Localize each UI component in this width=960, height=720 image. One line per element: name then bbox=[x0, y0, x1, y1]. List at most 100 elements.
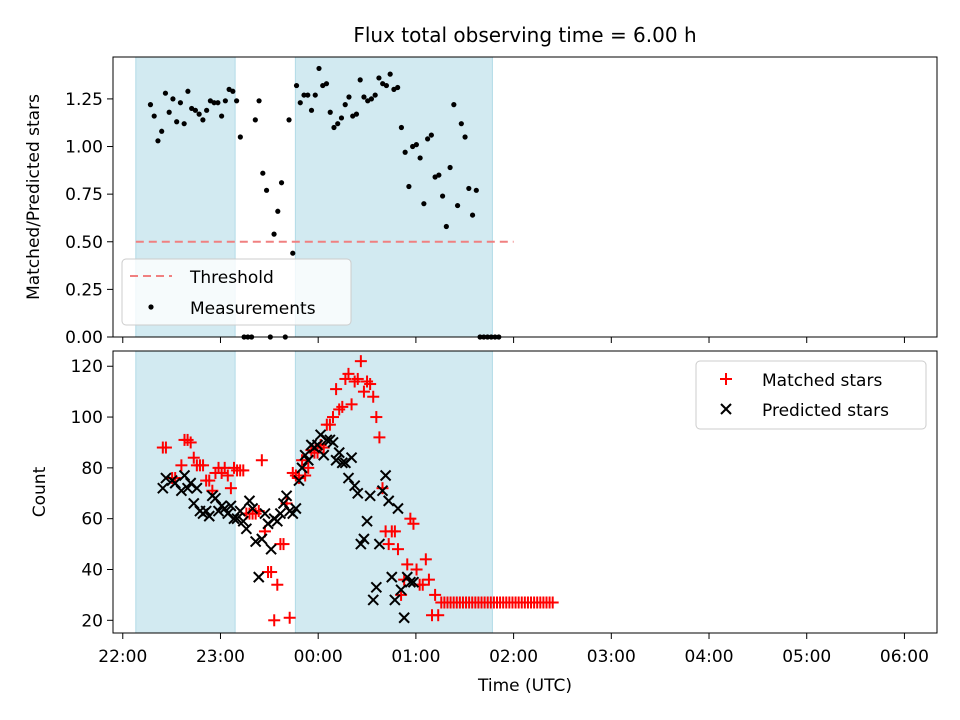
predicted-point bbox=[302, 454, 314, 466]
predicted-point-b bbox=[293, 474, 305, 487]
predicted-point-b bbox=[222, 507, 234, 520]
measurement-point bbox=[458, 121, 464, 127]
predicted-point-b bbox=[392, 502, 404, 515]
predicted-point bbox=[191, 482, 203, 494]
predicted-point-b bbox=[246, 502, 259, 515]
predicted-point bbox=[225, 500, 237, 512]
measurement-point bbox=[162, 90, 169, 96]
measurement-point bbox=[252, 117, 258, 123]
matched-point bbox=[382, 538, 395, 551]
matched-point bbox=[388, 525, 401, 538]
bottom-x-tick-label: 01:00 bbox=[391, 647, 440, 667]
measurement-point bbox=[335, 121, 341, 127]
predicted-point bbox=[352, 487, 364, 499]
predicted-point-b bbox=[299, 449, 311, 461]
predicted-point-b bbox=[200, 505, 212, 517]
predicted-point bbox=[398, 612, 410, 624]
measurement-point bbox=[230, 88, 236, 94]
measurement-point bbox=[417, 155, 423, 161]
predicted-point bbox=[376, 485, 389, 497]
measurement-point bbox=[263, 187, 270, 193]
measurement-point bbox=[368, 96, 375, 102]
measurement-point bbox=[395, 84, 401, 91]
predicted-point bbox=[296, 462, 308, 474]
measurement-point bbox=[200, 117, 206, 123]
measurement-point bbox=[192, 107, 198, 113]
predicted-point-b bbox=[256, 533, 268, 545]
measurement-point bbox=[372, 92, 378, 98]
matched-point bbox=[203, 474, 216, 487]
matched-point bbox=[401, 558, 414, 571]
measurement-point bbox=[234, 98, 240, 104]
predicted-point bbox=[382, 495, 395, 507]
measurement-point bbox=[177, 100, 184, 106]
predicted-point-b bbox=[191, 482, 203, 494]
measurement-point bbox=[454, 202, 461, 209]
measurement-point bbox=[331, 124, 337, 131]
measurement-point bbox=[185, 88, 191, 94]
predicted-point bbox=[407, 576, 420, 588]
predicted-point-b bbox=[253, 571, 265, 583]
matched-point bbox=[345, 398, 358, 411]
predicted-point-b bbox=[318, 449, 330, 461]
matched-point bbox=[296, 454, 309, 467]
predicted-point-b bbox=[355, 538, 367, 550]
bottom-x-tick-label: 23:00 bbox=[196, 647, 245, 667]
measurement-point bbox=[301, 92, 307, 98]
predicted-point-b bbox=[259, 507, 271, 520]
matched-point bbox=[373, 431, 386, 444]
bottom-matched-series bbox=[156, 355, 559, 627]
measurement-point bbox=[155, 138, 161, 144]
matched-point bbox=[277, 538, 290, 551]
bottom-x-tick-label: 03:00 bbox=[587, 647, 636, 667]
predicted-point-b bbox=[209, 492, 222, 505]
legend-matched-label: Matched stars bbox=[762, 371, 882, 391]
predicted-point bbox=[333, 446, 345, 459]
predicted-point bbox=[386, 571, 398, 583]
bottom-y-axis-label: Count bbox=[30, 466, 50, 517]
bottom-x-tick-label: 22:00 bbox=[98, 647, 147, 667]
predicted-point-b bbox=[265, 543, 277, 555]
predicted-point bbox=[373, 538, 386, 550]
matched-point bbox=[265, 566, 278, 579]
measurement-point bbox=[398, 124, 404, 131]
legend-measurements-label: Measurements bbox=[190, 299, 316, 319]
matched-point bbox=[302, 461, 315, 474]
measurement-point bbox=[383, 82, 390, 89]
measurement-point bbox=[421, 201, 427, 207]
predicted-point bbox=[348, 479, 361, 492]
predicted-point bbox=[265, 543, 277, 555]
measurement-point bbox=[469, 212, 476, 218]
top-measurements-series bbox=[147, 65, 502, 340]
predicted-point bbox=[342, 472, 355, 484]
predicted-point-b bbox=[386, 571, 398, 583]
top-y-tick-label: 0.50 bbox=[65, 233, 103, 253]
measurement-point bbox=[147, 102, 154, 108]
predicted-point bbox=[178, 469, 191, 482]
bottom-x-tick-label: 04:00 bbox=[685, 647, 734, 667]
predicted-point-b bbox=[231, 512, 243, 525]
measurement-point bbox=[297, 100, 303, 106]
predicted-point bbox=[231, 512, 243, 525]
predicted-point bbox=[181, 482, 194, 494]
matched-point bbox=[376, 482, 389, 495]
matched-point bbox=[351, 372, 364, 385]
matched-point bbox=[419, 553, 432, 566]
predicted-point-b bbox=[345, 451, 358, 464]
measurement-point bbox=[181, 121, 187, 127]
predicted-point bbox=[256, 533, 268, 545]
predicted-point bbox=[228, 512, 240, 525]
measurement-point bbox=[376, 75, 382, 81]
predicted-point-b bbox=[225, 500, 237, 512]
matched-point bbox=[283, 611, 296, 624]
predicted-point-b bbox=[348, 479, 361, 492]
predicted-point-b bbox=[404, 576, 417, 588]
predicted-point-b bbox=[234, 505, 246, 517]
bottom-y-tick-label: 40 bbox=[81, 560, 103, 580]
measurement-point bbox=[406, 183, 412, 190]
top-plot-frame bbox=[112, 56, 938, 338]
measurement-point bbox=[327, 109, 333, 115]
measurement-point bbox=[260, 170, 266, 176]
predicted-point-b bbox=[157, 482, 169, 494]
predicted-point bbox=[330, 454, 342, 466]
